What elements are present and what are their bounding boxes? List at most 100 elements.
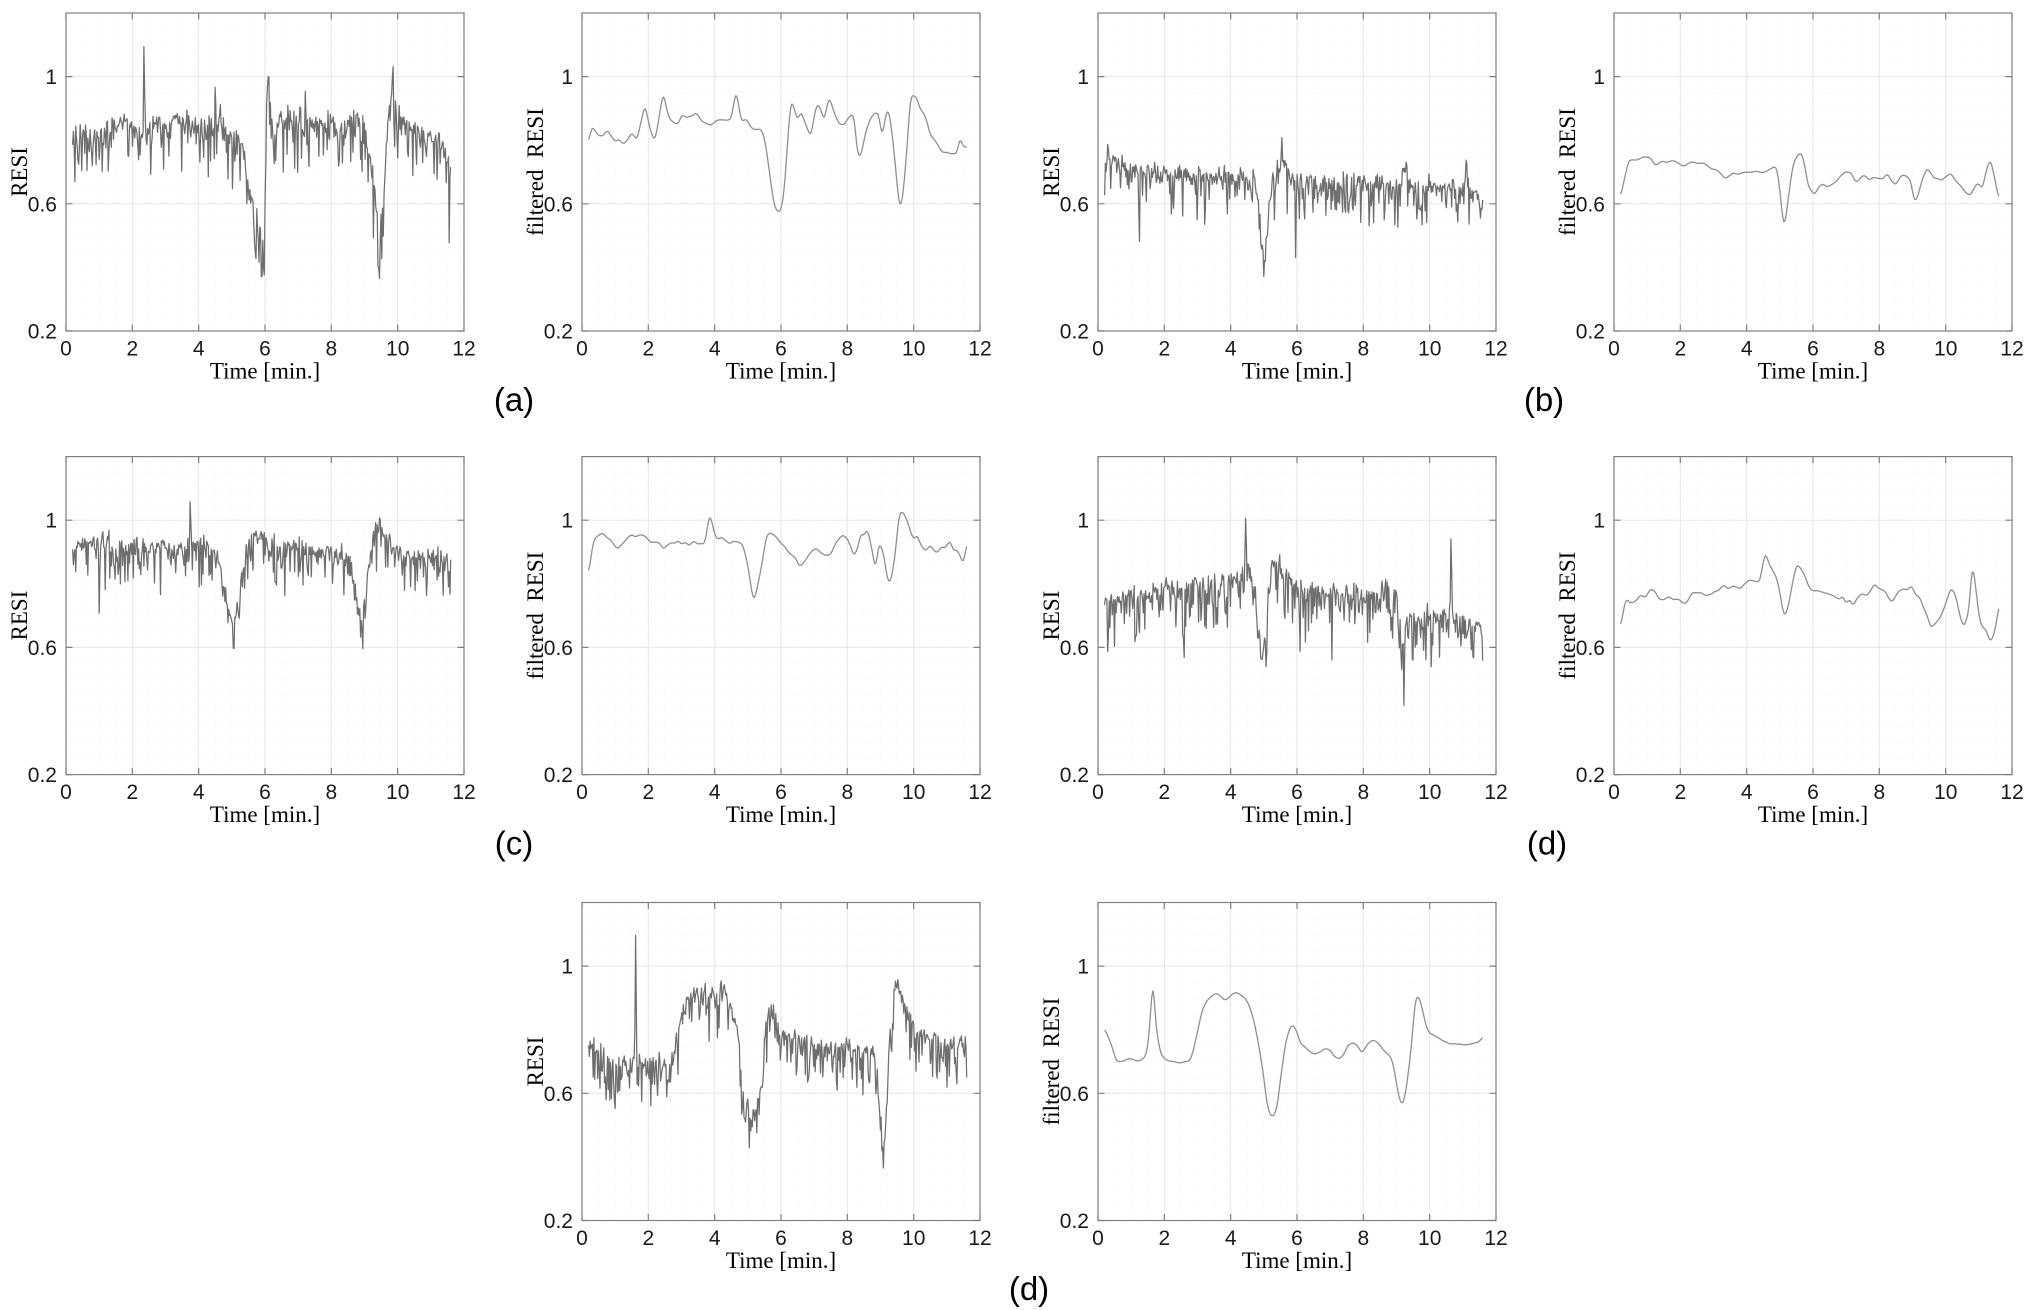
svg-text:1: 1 [561, 66, 573, 89]
svg-text:6: 6 [775, 338, 787, 361]
svg-text:1: 1 [1077, 66, 1089, 89]
svg-text:0.6: 0.6 [28, 637, 57, 660]
svg-text:4: 4 [193, 338, 205, 361]
svg-text:0: 0 [576, 1227, 588, 1250]
svg-text:12: 12 [968, 338, 991, 361]
svg-text:filtered RESI: filtered RESI [1555, 108, 1580, 236]
svg-text:0.2: 0.2 [544, 1210, 573, 1233]
svg-text:8: 8 [841, 338, 853, 361]
svg-text:6: 6 [259, 338, 271, 361]
svg-text:2: 2 [642, 781, 654, 804]
svg-text:10: 10 [1418, 1227, 1441, 1250]
svg-text:0: 0 [1092, 781, 1104, 804]
svg-text:2: 2 [642, 1227, 654, 1250]
svg-text:10: 10 [1418, 338, 1441, 361]
svg-text:4: 4 [193, 781, 205, 804]
svg-text:6: 6 [1291, 1227, 1303, 1250]
svg-text:4: 4 [1741, 338, 1753, 361]
svg-text:4: 4 [1225, 1227, 1237, 1250]
svg-text:2: 2 [126, 781, 138, 804]
svg-text:12: 12 [452, 338, 475, 361]
svg-text:8: 8 [1357, 338, 1369, 361]
svg-text:filtered RESI: filtered RESI [523, 108, 548, 236]
svg-text:0.6: 0.6 [544, 1083, 573, 1106]
svg-text:12: 12 [1484, 781, 1507, 804]
svg-text:(d): (d) [1527, 825, 1567, 862]
svg-text:4: 4 [1225, 781, 1237, 804]
svg-text:(d): (d) [1009, 1270, 1049, 1307]
svg-text:12: 12 [2000, 781, 2023, 804]
svg-text:6: 6 [775, 781, 787, 804]
svg-text:filtered RESI: filtered RESI [1039, 998, 1064, 1126]
svg-text:6: 6 [1291, 338, 1303, 361]
svg-text:0.2: 0.2 [1060, 321, 1089, 344]
svg-text:0.6: 0.6 [544, 637, 573, 660]
svg-text:4: 4 [709, 781, 721, 804]
svg-text:8: 8 [841, 1227, 853, 1250]
svg-text:1: 1 [561, 510, 573, 533]
svg-text:12: 12 [2000, 338, 2023, 361]
svg-text:0: 0 [1092, 1227, 1104, 1250]
svg-text:Time [min.]: Time [min.] [1758, 359, 1868, 384]
svg-text:6: 6 [1807, 338, 1819, 361]
svg-text:RESI: RESI [523, 1037, 548, 1087]
svg-text:RESI: RESI [1039, 591, 1064, 641]
svg-text:Time [min.]: Time [min.] [1758, 802, 1868, 827]
svg-text:4: 4 [709, 338, 721, 361]
svg-text:6: 6 [259, 781, 271, 804]
svg-text:1: 1 [1077, 510, 1089, 533]
svg-text:0: 0 [1092, 338, 1104, 361]
svg-text:1: 1 [45, 66, 57, 89]
svg-text:12: 12 [452, 781, 475, 804]
svg-text:8: 8 [1357, 1227, 1369, 1250]
svg-text:(a): (a) [494, 381, 534, 418]
svg-text:1: 1 [1593, 66, 1605, 89]
svg-text:(c): (c) [495, 825, 533, 862]
svg-text:Time [min.]: Time [min.] [210, 802, 320, 827]
svg-text:filtered RESI: filtered RESI [1555, 552, 1580, 680]
svg-text:0.2: 0.2 [544, 764, 573, 787]
svg-text:0.6: 0.6 [1060, 1083, 1089, 1106]
svg-text:4: 4 [1741, 781, 1753, 804]
svg-text:0.6: 0.6 [1576, 637, 1605, 660]
svg-text:Time [min.]: Time [min.] [210, 359, 320, 384]
svg-text:10: 10 [902, 338, 925, 361]
svg-text:8: 8 [325, 781, 337, 804]
svg-text:8: 8 [841, 781, 853, 804]
svg-text:0: 0 [1608, 781, 1620, 804]
svg-text:0: 0 [60, 338, 72, 361]
svg-text:12: 12 [968, 781, 991, 804]
svg-text:0.2: 0.2 [544, 321, 573, 344]
svg-text:0: 0 [60, 781, 72, 804]
svg-text:8: 8 [1357, 781, 1369, 804]
svg-text:0.2: 0.2 [1576, 321, 1605, 344]
svg-text:2: 2 [1674, 338, 1686, 361]
svg-text:6: 6 [1291, 781, 1303, 804]
svg-text:2: 2 [126, 338, 138, 361]
svg-text:0.6: 0.6 [1060, 637, 1089, 660]
svg-text:1: 1 [1077, 956, 1089, 979]
svg-text:RESI: RESI [7, 147, 32, 197]
svg-text:12: 12 [1484, 338, 1507, 361]
svg-text:12: 12 [1484, 1227, 1507, 1250]
svg-text:10: 10 [1934, 781, 1957, 804]
svg-text:12: 12 [968, 1227, 991, 1250]
svg-text:10: 10 [902, 1227, 925, 1250]
svg-text:Time [min.]: Time [min.] [726, 1248, 836, 1273]
svg-text:RESI: RESI [1039, 147, 1064, 197]
svg-text:0.2: 0.2 [1060, 1210, 1089, 1233]
svg-text:Time [min.]: Time [min.] [726, 359, 836, 384]
svg-text:(b): (b) [1524, 381, 1564, 418]
svg-text:10: 10 [386, 781, 409, 804]
svg-text:2: 2 [1158, 781, 1170, 804]
svg-text:1: 1 [1593, 510, 1605, 533]
svg-text:0.2: 0.2 [28, 764, 57, 787]
svg-text:Time [min.]: Time [min.] [726, 802, 836, 827]
svg-text:0.6: 0.6 [1576, 193, 1605, 216]
svg-text:6: 6 [1807, 781, 1819, 804]
svg-text:4: 4 [1225, 338, 1237, 361]
svg-text:2: 2 [642, 338, 654, 361]
svg-text:4: 4 [709, 1227, 721, 1250]
svg-text:0.2: 0.2 [1060, 764, 1089, 787]
svg-text:Time [min.]: Time [min.] [1242, 802, 1352, 827]
